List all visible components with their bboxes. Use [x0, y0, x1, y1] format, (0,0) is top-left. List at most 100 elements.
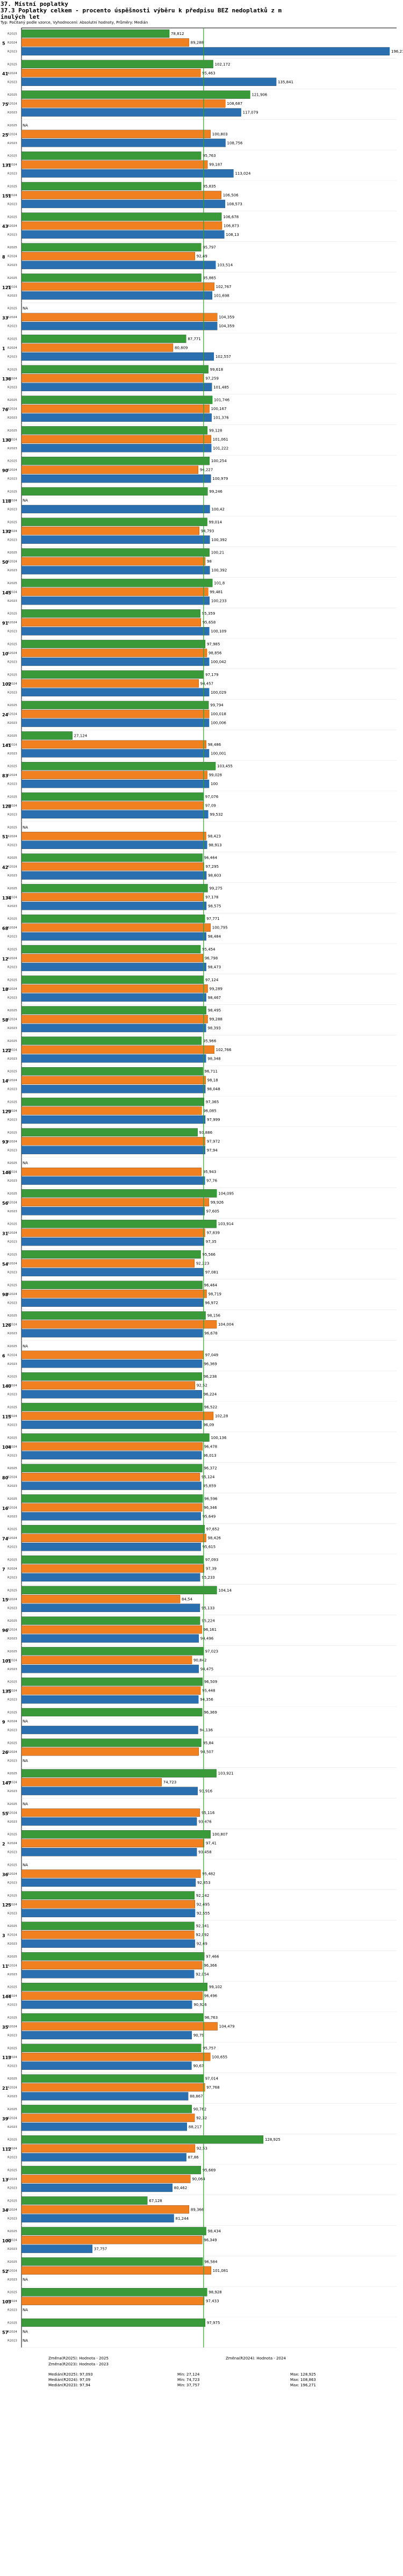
series-tag: R2023	[8, 1882, 17, 1885]
value-label: 98,426	[208, 1536, 221, 1541]
value-label-bg	[210, 702, 225, 708]
legend-max: Max: 128,925	[290, 2372, 316, 2377]
legend-item-2024: Změna(R2024): Hodnota - 2024	[226, 2356, 286, 2361]
bar-r2024	[21, 1320, 217, 1329]
group-label: 80	[2, 1476, 9, 1480]
series-tag: R2025	[8, 2322, 17, 2325]
series-tag: R2024	[8, 1506, 17, 1509]
value-label: 102,172	[215, 62, 231, 67]
bar-r2025	[21, 670, 204, 679]
bar-r2023	[21, 780, 210, 788]
value-label-bg	[214, 61, 232, 67]
value-label-bg	[195, 1893, 211, 1898]
series-tag: R2024	[8, 1811, 17, 1815]
value-label: 97,972	[207, 1139, 220, 1143]
value-label: 100,018	[211, 712, 226, 716]
value-label-bg	[190, 2207, 205, 2212]
value-label: 90,79	[193, 2033, 204, 2038]
series-tag: R2023	[8, 1515, 17, 1519]
bar-r2024	[21, 1808, 200, 1817]
bar-r2023	[21, 1451, 202, 1459]
bar-r2024	[21, 1076, 206, 1084]
bar-r2025	[21, 609, 200, 618]
bar-r2023	[21, 657, 210, 666]
value-label: 100,392	[211, 569, 227, 573]
series-tag: R2023	[8, 2309, 17, 2312]
series-tag: R2024	[8, 2239, 17, 2242]
series-tag: R2023	[8, 1363, 17, 1366]
bar-r2023	[21, 383, 212, 391]
value-label: 100,109	[211, 629, 226, 634]
bar-r2025	[21, 762, 216, 771]
value-label-bg	[206, 1086, 221, 1092]
group-label: 26	[2, 1750, 9, 1755]
value-label: 100,979	[212, 477, 228, 481]
na-label: NA	[23, 1344, 28, 1348]
series-tag: R2024	[8, 347, 17, 350]
group-label: 132	[2, 529, 11, 534]
group-label: 91	[2, 621, 9, 626]
value-label: 89,288	[191, 41, 204, 45]
value-label: 100,042	[211, 660, 226, 664]
value-label: 97,985	[207, 642, 220, 646]
value-label-bg	[202, 275, 218, 280]
series-tag: R2024	[8, 72, 17, 75]
value-label-bg	[197, 1880, 212, 1885]
value-label: 101,081	[213, 2269, 228, 2273]
value-label-bg	[214, 354, 233, 359]
value-label: 100,006	[211, 721, 226, 725]
group-label: 68	[2, 926, 9, 931]
value-label: 97,076	[205, 795, 219, 799]
value-label-bg	[196, 1383, 209, 1388]
value-label-bg	[192, 2033, 206, 2038]
series-tag: R2024	[8, 438, 17, 441]
bar-r2023	[21, 840, 207, 849]
series-tag: R2024	[8, 1689, 17, 1693]
value-label-bg	[208, 428, 224, 433]
value-label-bg	[203, 1374, 218, 1379]
series-tag: R2024	[8, 2269, 17, 2272]
value-label-bg	[195, 1932, 211, 1938]
value-label-bg	[226, 101, 244, 106]
value-label-bg	[208, 986, 224, 991]
series-tag: R2025	[8, 307, 17, 311]
series-tag: R2025	[8, 643, 17, 646]
bar-r2025	[21, 457, 210, 465]
series-tag: R2023	[8, 1546, 17, 1549]
group-label: 151	[2, 193, 11, 198]
series-tag: R2024	[8, 1354, 17, 1357]
series-tag: R2023	[8, 661, 17, 664]
group-label: 76	[2, 407, 9, 412]
series-tag: R2023	[8, 2064, 17, 2068]
value-label: 96,678	[204, 1332, 218, 1336]
series-tag: R2023	[8, 1607, 17, 1610]
series-tag: R2025	[8, 1864, 17, 1867]
value-label-bg	[205, 864, 220, 869]
value-label: 96,161	[204, 1628, 217, 1632]
value-label: 100,029	[211, 690, 226, 695]
series-tag: R2023	[8, 2126, 17, 2129]
value-label: 98,18	[207, 1078, 218, 1083]
bar-r2025	[21, 1037, 202, 1045]
group-label: 43	[2, 224, 8, 229]
series-tag: R2024	[8, 682, 17, 686]
group-label: 131	[2, 163, 11, 168]
series-tag: R2024	[8, 591, 17, 594]
value-label: 97,023	[205, 1649, 219, 1653]
legend-min: Min: 74,723	[177, 2378, 200, 2382]
value-label: 97,41	[206, 1841, 217, 1846]
group-label: 90	[2, 469, 9, 473]
value-label: 92,242	[196, 1894, 210, 1898]
value-label: 95,454	[202, 947, 215, 952]
series-tag: R2023	[8, 111, 17, 114]
value-label: 93,476	[198, 1819, 212, 1824]
bar-r2023	[21, 2061, 192, 2070]
value-label: 99,102	[209, 1985, 222, 1989]
value-label-bg	[196, 1941, 209, 1946]
value-label-bg	[209, 589, 224, 594]
bar-r2024	[21, 1412, 214, 1420]
bar-r2024	[21, 251, 195, 261]
series-tag: R2025	[8, 857, 17, 860]
group-label: 8	[2, 255, 5, 260]
value-label: 96,798	[205, 956, 218, 961]
